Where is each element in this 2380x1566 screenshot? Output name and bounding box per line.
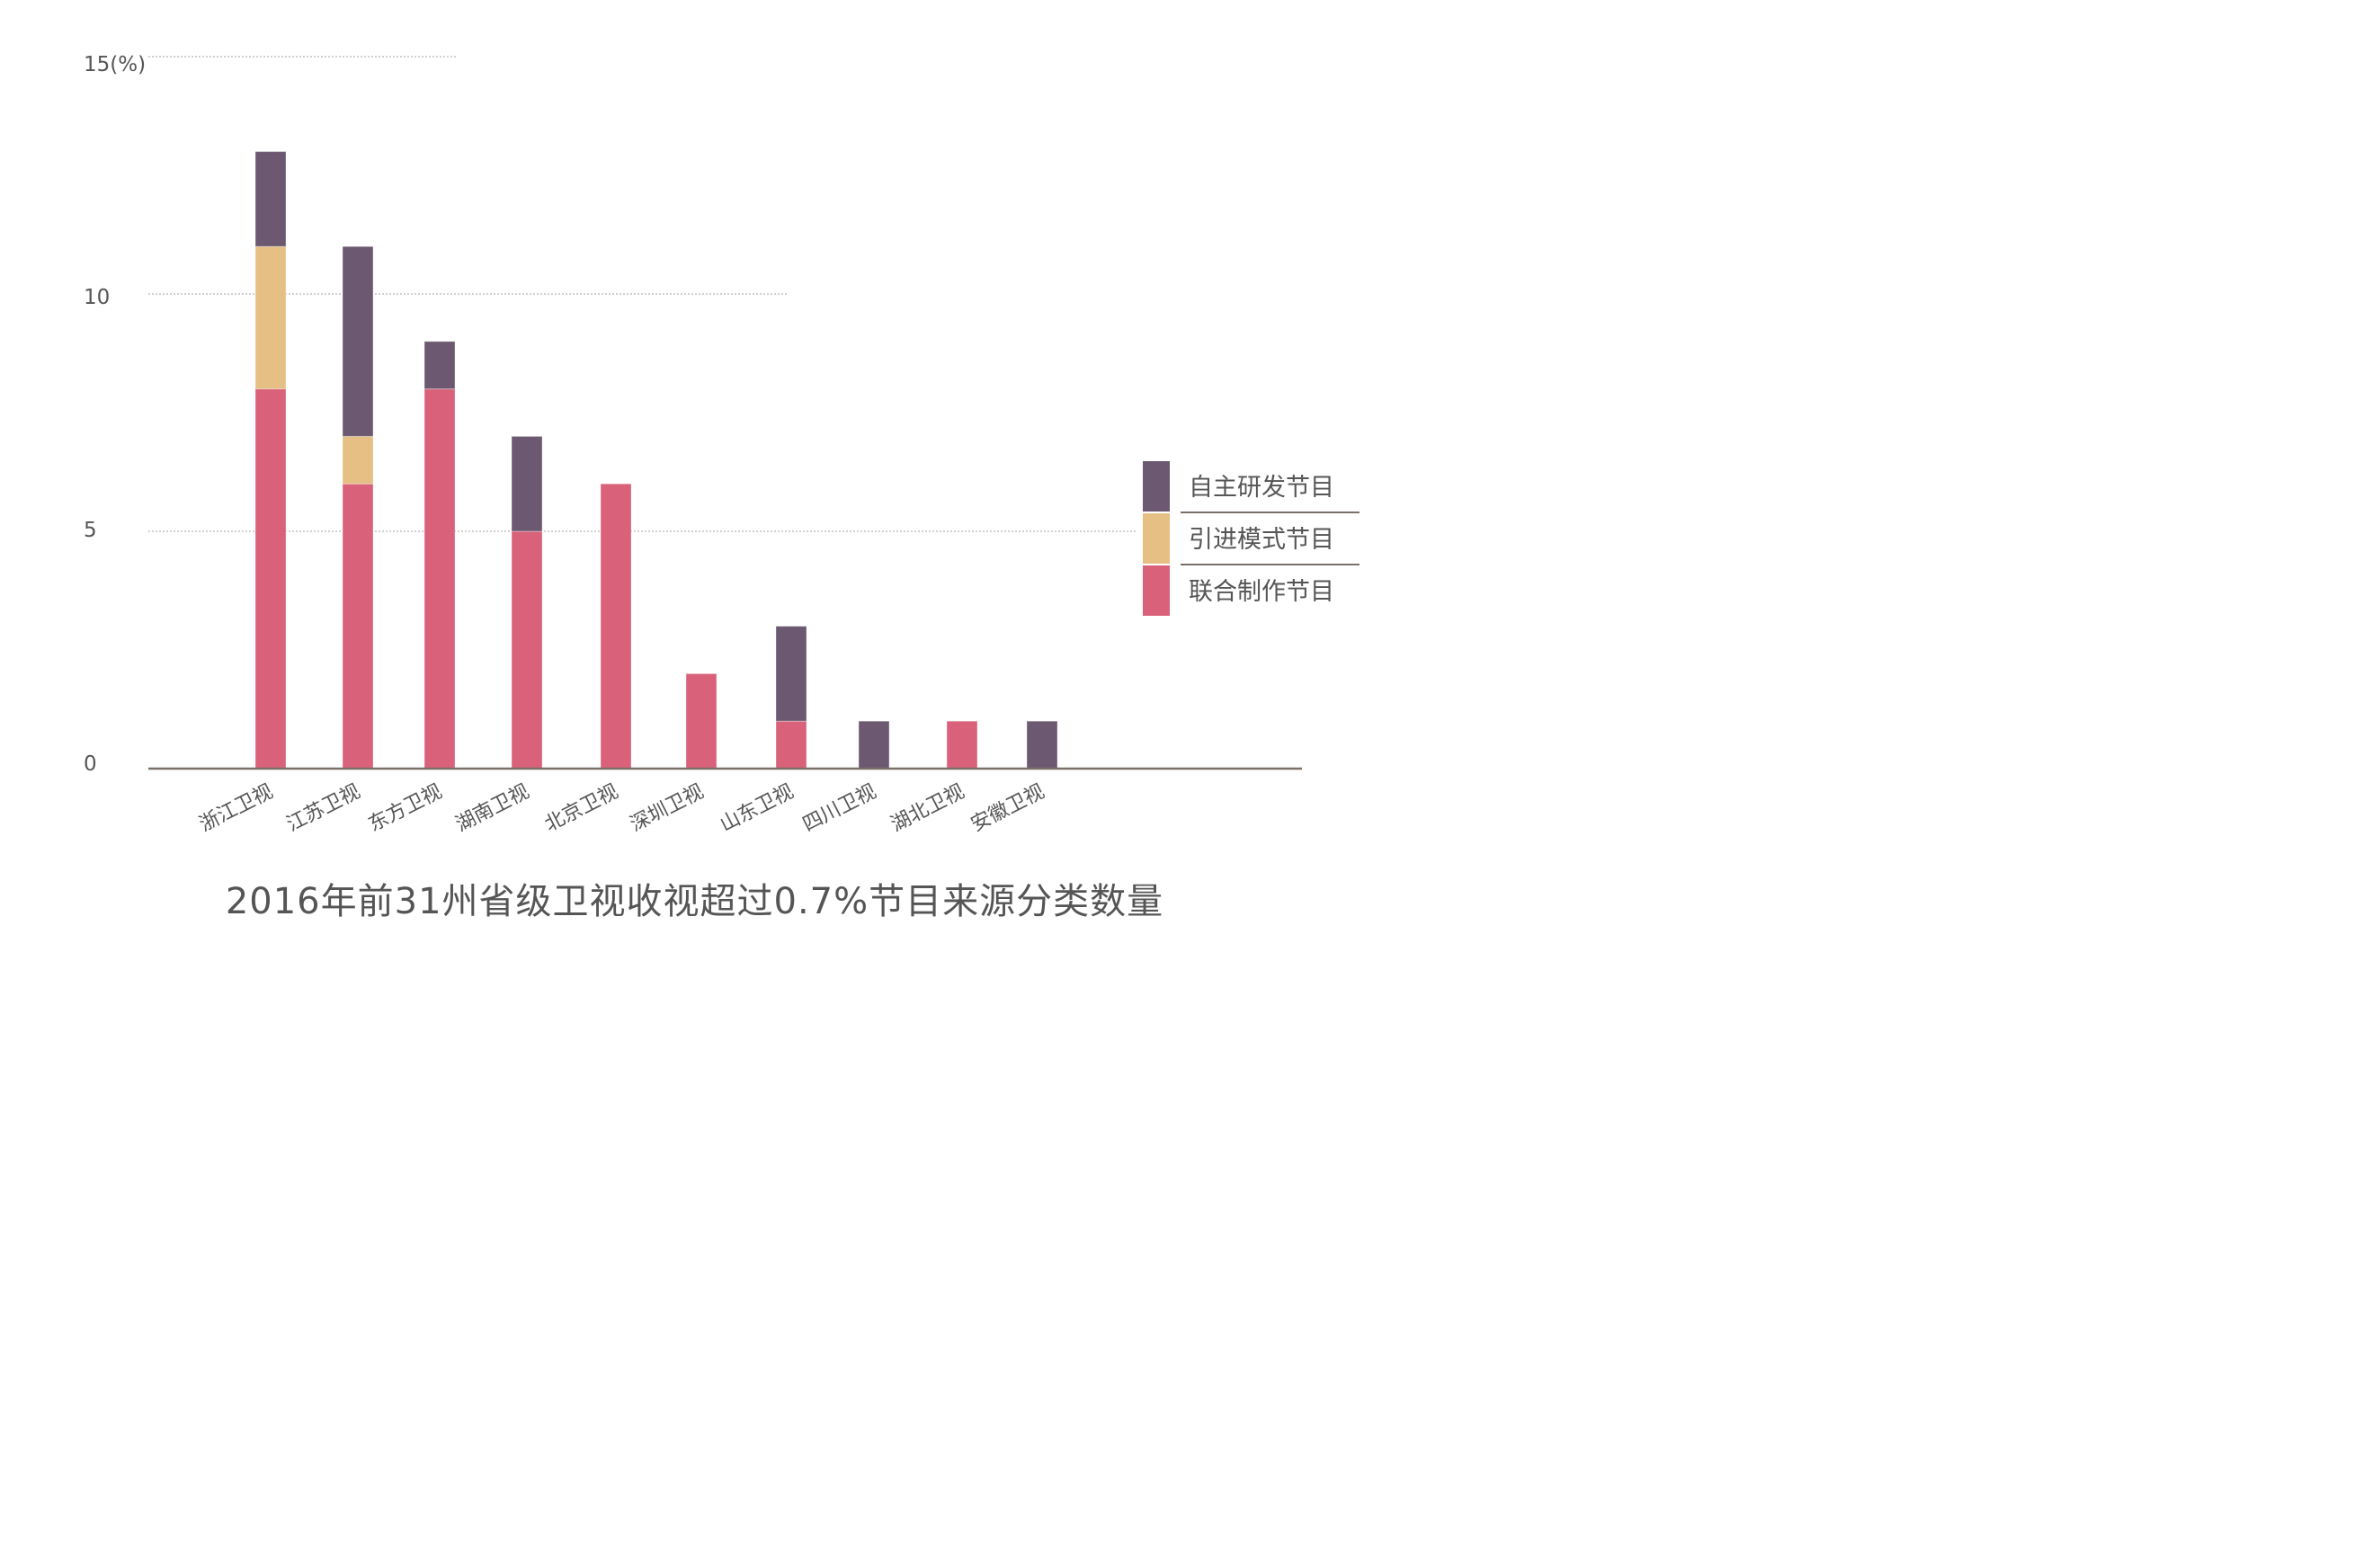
legend-label: 联合制作节目 <box>1189 578 1334 606</box>
bar-segment <box>342 435 374 485</box>
y-tick-label: 0 <box>84 752 97 776</box>
bar-segment <box>858 720 890 770</box>
legend-swatch <box>1143 565 1170 616</box>
legend-swatch <box>1143 461 1170 512</box>
x-tick-label: 江苏卫视 <box>283 780 364 836</box>
bar-segment <box>775 626 807 722</box>
bar-segment <box>254 245 287 390</box>
x-tick-label: 湖南卫视 <box>452 780 533 836</box>
x-tick-label: 深圳卫视 <box>627 780 708 836</box>
bar-segment <box>423 388 456 770</box>
x-tick-label: 安徽卫视 <box>967 780 1048 836</box>
legend-label: 引进模式节目 <box>1189 526 1334 554</box>
chart-title: 2016年前31州省级卫视收视超过0.7%节目来源分类数量 <box>225 881 1164 922</box>
x-tick-label: 湖北卫视 <box>887 780 968 836</box>
bar-segment <box>685 672 718 770</box>
x-tick-label: 东方卫视 <box>365 780 446 836</box>
bar-segment <box>946 720 978 770</box>
bars <box>254 151 1058 770</box>
y-axis-ticks: 0 5 10 15(%) <box>84 53 146 776</box>
x-tick-label: 北京卫视 <box>541 780 622 836</box>
bar-segment <box>1026 720 1058 770</box>
legend-swatch <box>1143 513 1170 564</box>
x-tick-label: 山东卫视 <box>717 780 798 836</box>
legend-label: 自主研发节目 <box>1189 474 1334 502</box>
chart: 0 5 10 15(%) 浙江卫视 江苏卫视 东方卫视 湖南卫视 北京卫视 深圳卫视 山东卫视 四川… <box>84 53 1359 836</box>
bar-segment <box>511 530 543 770</box>
bar-segment <box>342 483 374 770</box>
bar-segment <box>254 151 287 247</box>
bar-segment <box>423 341 456 390</box>
gridlines <box>148 56 1137 532</box>
bar-segment <box>511 435 543 532</box>
bar-segment <box>342 245 374 437</box>
bar-segment <box>600 483 632 770</box>
y-tick-label: 10 <box>84 286 110 309</box>
y-tick-label: 5 <box>84 519 97 542</box>
bar-segment <box>775 720 807 770</box>
bar-segment <box>254 388 287 770</box>
y-tick-label: 15(%) <box>84 53 146 76</box>
x-tick-label: 浙江卫视 <box>196 780 277 836</box>
x-tick-label: 四川卫视 <box>799 780 880 836</box>
x-axis-labels: 浙江卫视 江苏卫视 东方卫视 湖南卫视 北京卫视 深圳卫视 山东卫视 四川卫视 湖北卫视 安徽卫视 <box>196 780 1048 836</box>
